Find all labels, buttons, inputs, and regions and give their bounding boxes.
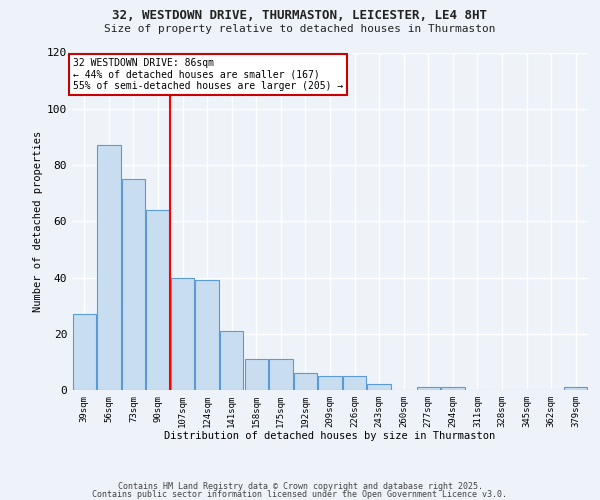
Text: Size of property relative to detached houses in Thurmaston: Size of property relative to detached ho…	[104, 24, 496, 34]
Y-axis label: Number of detached properties: Number of detached properties	[33, 130, 43, 312]
Bar	[416, 387, 440, 390]
Text: Contains public sector information licensed under the Open Government Licence v3: Contains public sector information licen…	[92, 490, 508, 499]
Bar	[564, 387, 587, 390]
Bar	[441, 387, 464, 390]
Bar	[171, 278, 194, 390]
Bar	[269, 359, 293, 390]
X-axis label: Distribution of detached houses by size in Thurmaston: Distribution of detached houses by size …	[164, 432, 496, 442]
Bar	[294, 373, 317, 390]
Bar	[73, 314, 96, 390]
Bar	[367, 384, 391, 390]
Bar	[97, 146, 121, 390]
Text: Contains HM Land Registry data © Crown copyright and database right 2025.: Contains HM Land Registry data © Crown c…	[118, 482, 482, 491]
Bar	[319, 376, 341, 390]
Bar	[122, 179, 145, 390]
Bar	[220, 331, 244, 390]
Bar	[343, 376, 366, 390]
Bar	[196, 280, 219, 390]
Text: 32 WESTDOWN DRIVE: 86sqm
← 44% of detached houses are smaller (167)
55% of semi-: 32 WESTDOWN DRIVE: 86sqm ← 44% of detach…	[73, 58, 343, 92]
Bar	[245, 359, 268, 390]
Bar	[146, 210, 170, 390]
Text: 32, WESTDOWN DRIVE, THURMASTON, LEICESTER, LE4 8HT: 32, WESTDOWN DRIVE, THURMASTON, LEICESTE…	[113, 9, 487, 22]
